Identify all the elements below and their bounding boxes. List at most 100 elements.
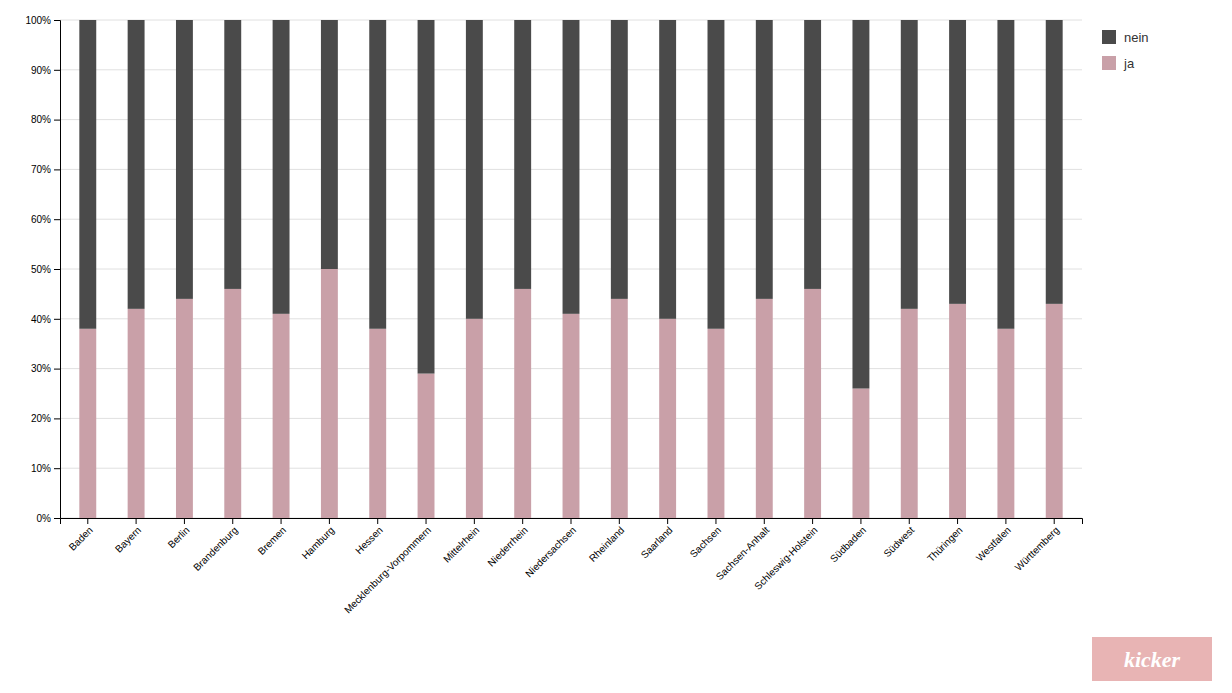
tick-label: 0% xyxy=(37,513,52,524)
tick: 10% xyxy=(31,463,60,474)
tick-label: 10% xyxy=(31,463,51,474)
tick-mark xyxy=(474,518,475,524)
tick-label: Brandenburg xyxy=(191,524,240,573)
bar xyxy=(466,319,483,518)
tick-label: Bremen xyxy=(256,524,289,557)
tick-mark xyxy=(54,369,60,370)
bar xyxy=(321,20,338,269)
tick: 40% xyxy=(31,314,60,325)
tick-mark xyxy=(909,518,910,524)
tick-label: Niederrhein xyxy=(485,524,529,568)
tick-label: Saarland xyxy=(639,524,675,560)
bar xyxy=(514,289,531,518)
bar xyxy=(997,20,1014,329)
tick-mark xyxy=(764,518,765,524)
tick-mark xyxy=(54,269,60,270)
tick: 80% xyxy=(31,114,60,125)
tick: Niederrhein xyxy=(485,518,529,569)
bar xyxy=(563,20,580,314)
tick-mark xyxy=(812,518,813,524)
axis-line xyxy=(61,519,1083,525)
tick-label: Bayern xyxy=(113,524,143,554)
tick: Südbaden xyxy=(828,518,868,564)
bar xyxy=(514,20,531,289)
bar xyxy=(128,309,145,518)
tick-mark xyxy=(329,518,330,524)
tick: 20% xyxy=(31,413,60,424)
tick-mark xyxy=(715,518,716,524)
tick-label: 30% xyxy=(31,363,51,374)
bar xyxy=(273,20,290,314)
bar xyxy=(949,304,966,518)
tick-label: Thüringen xyxy=(925,524,965,564)
tick-mark xyxy=(667,518,668,524)
tick: Rheinland xyxy=(587,518,627,564)
tick-label: Sachsen xyxy=(688,524,723,559)
bar xyxy=(128,20,145,309)
tick-label: Baden xyxy=(67,524,95,552)
legend-swatch xyxy=(1102,56,1116,70)
tick-label: Rheinland xyxy=(587,524,627,564)
bar xyxy=(224,20,241,289)
bar xyxy=(418,20,435,374)
tick-label: 40% xyxy=(31,314,51,325)
chart: 0% 10% 20% 30% 40% 50% 60% 70% 80% 90% 100% Baden Ba… xyxy=(0,0,1232,693)
tick-label: Schleswig-Holstein xyxy=(752,524,820,592)
bar xyxy=(1046,20,1063,304)
tick-mark xyxy=(54,120,60,121)
tick-mark xyxy=(54,70,60,71)
bar xyxy=(466,20,483,319)
tick: 70% xyxy=(31,164,60,175)
tick-mark xyxy=(54,219,60,220)
tick-label: Württemberg xyxy=(1013,524,1062,573)
tick: Bremen xyxy=(256,518,289,557)
bar xyxy=(79,329,96,518)
y-axis: 0% 10% 20% 30% 40% 50% 60% 70% 80% 90% 100% xyxy=(25,15,60,524)
tick: 90% xyxy=(31,65,60,76)
bar xyxy=(321,269,338,518)
tick-label: 80% xyxy=(31,114,51,125)
tick: Brandenburg xyxy=(191,518,240,573)
tick-mark xyxy=(54,468,60,469)
tick: 100% xyxy=(25,15,60,26)
tick-label: 100% xyxy=(25,15,51,26)
bar xyxy=(611,20,628,299)
bar xyxy=(176,299,193,518)
tick-label: 60% xyxy=(31,214,51,225)
axis-line xyxy=(54,21,61,519)
bar xyxy=(659,319,676,518)
legend-label: ja xyxy=(1123,56,1135,71)
tick-mark xyxy=(377,518,378,524)
bar xyxy=(273,314,290,518)
bar xyxy=(369,20,386,329)
tick-mark xyxy=(619,518,620,524)
tick-label: Hamburg xyxy=(300,524,337,561)
tick-label: 20% xyxy=(31,413,51,424)
tick-mark xyxy=(571,518,572,524)
annotation-text: kicker xyxy=(1124,647,1181,672)
tick: 60% xyxy=(31,214,60,225)
bar xyxy=(708,20,725,329)
tick-label: 50% xyxy=(31,264,51,275)
tick-mark xyxy=(184,518,185,524)
bar xyxy=(224,289,241,518)
tick: Westfalen xyxy=(974,518,1013,563)
tick-label: Südbaden xyxy=(828,524,868,564)
bar xyxy=(611,299,628,518)
bar xyxy=(563,314,580,518)
legend-swatch xyxy=(1102,30,1116,44)
tick: Baden xyxy=(67,518,95,553)
tick-label: Westfalen xyxy=(974,524,1013,563)
legend: neinja xyxy=(1102,30,1149,71)
bar xyxy=(949,20,966,304)
tick: Sachsen xyxy=(688,518,723,560)
tick-mark xyxy=(87,518,88,524)
tick: Südwest xyxy=(881,518,916,559)
tick: Württemberg xyxy=(1013,518,1062,573)
bar xyxy=(997,329,1014,518)
tick-mark xyxy=(281,518,282,524)
tick: Thüringen xyxy=(925,518,965,564)
tick-mark xyxy=(1005,518,1006,524)
tick-mark xyxy=(54,20,60,21)
bar xyxy=(176,20,193,299)
